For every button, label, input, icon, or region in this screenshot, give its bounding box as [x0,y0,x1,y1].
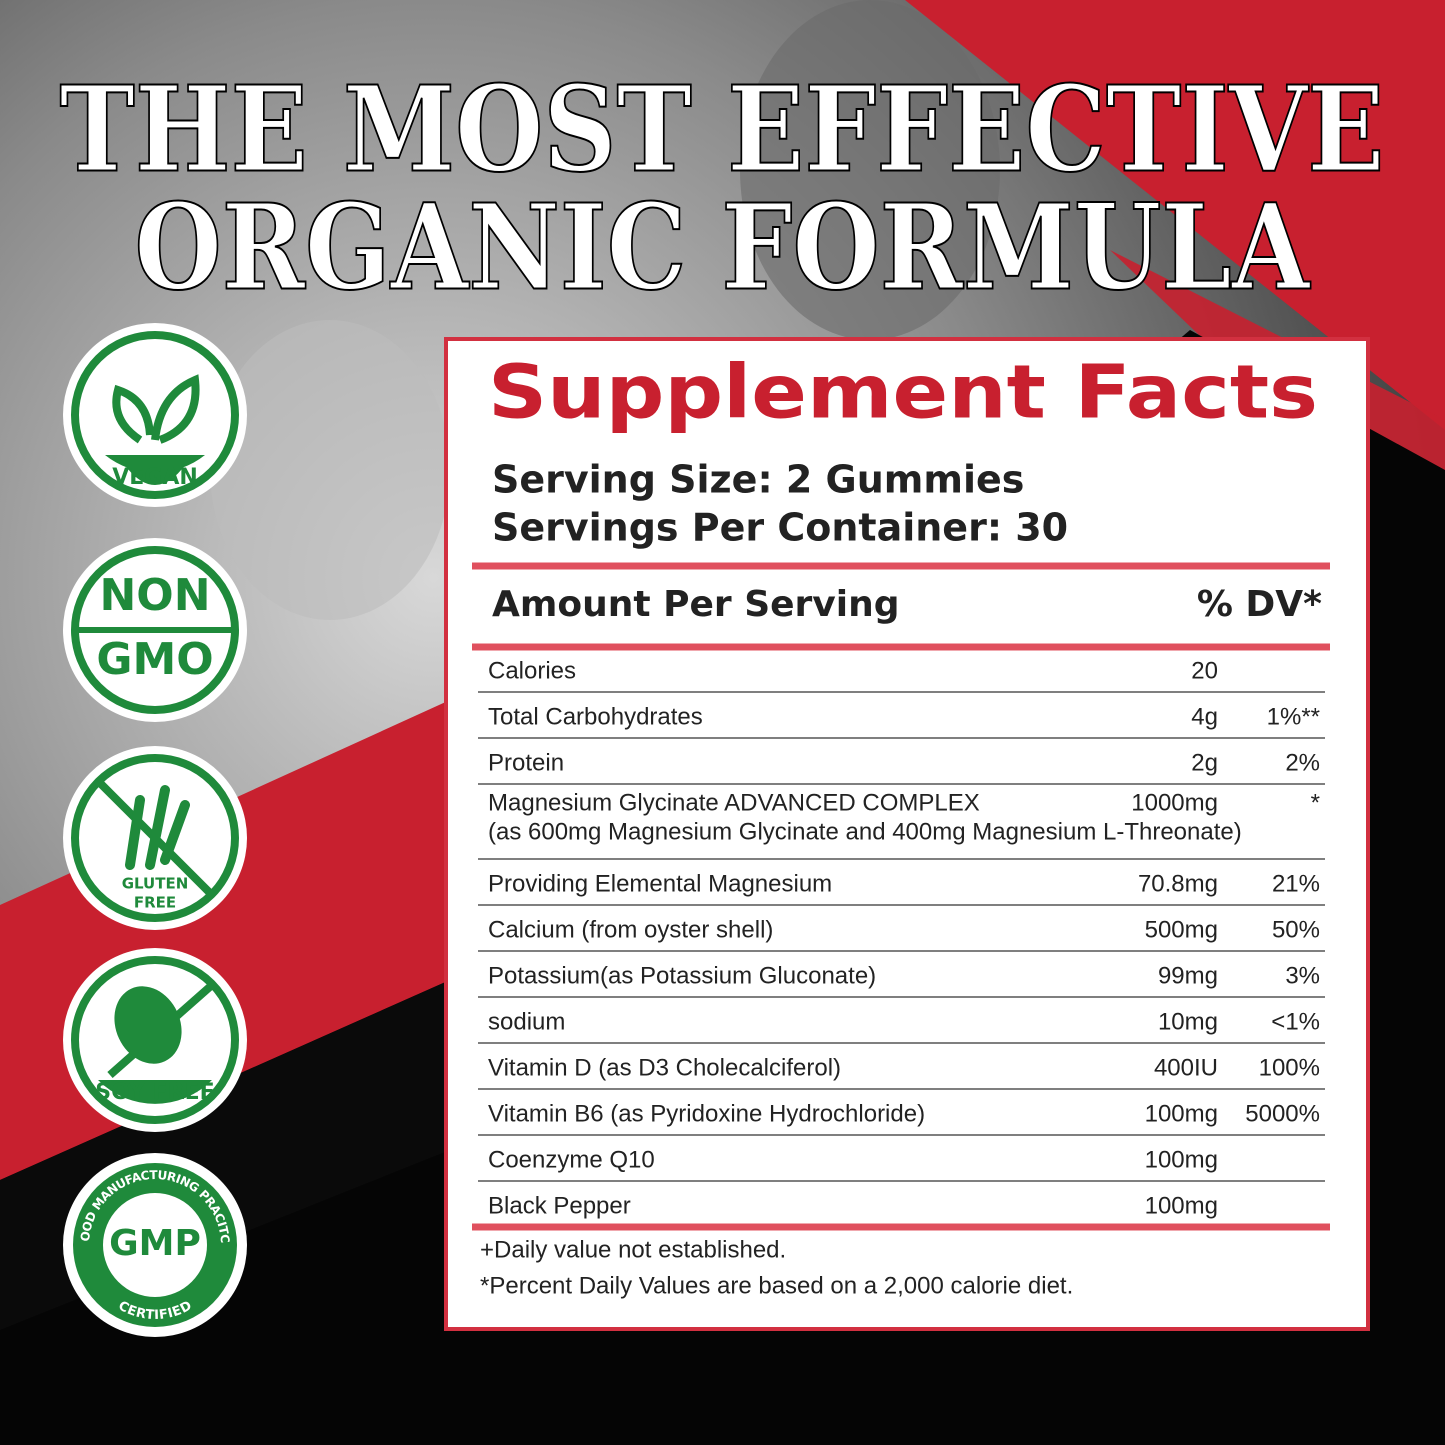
column-header: % DV* [1197,584,1322,625]
nutrient-note: (as 600mg Magnesium Glycinate and 400mg … [488,818,1242,845]
red-stripe [905,0,1445,430]
nutrient-amount: 400IU [1154,1054,1218,1081]
badge-vegan: VEGAN [63,323,247,507]
nutrient-amount: 100mg [1145,1146,1218,1173]
badge-label: SOY FREE [95,1080,214,1105]
badge-label: GLUTEN [122,875,189,893]
badge-label: NON [99,570,210,621]
person-blur [210,320,450,620]
nutrient-amount: 500mg [1145,916,1218,943]
headline: THE MOST EFFECTIVE [60,60,1385,199]
nutrient-name: Calcium (from oyster shell) [488,916,773,943]
person-blur [740,0,1000,340]
facts-rows: Calories 20 Total Carbohydrates 4g 1%** Prote… [478,657,1325,1219]
nutrient-name: Black Pepper [488,1192,631,1219]
nutrient-name: Vitamin D (as D3 Cholecalciferol) [488,1054,841,1081]
nutrient-amount: 1000mg [1131,789,1218,816]
servings-per-container: Servings Per Container: 30 [492,506,1068,550]
nutrient-name: Vitamin B6 (as Pyridoxine Hydrochloride) [488,1100,925,1127]
footnote: +Daily value not established. [480,1236,786,1263]
facts-panel [444,337,1370,1331]
badge-label: GMP [109,1223,201,1264]
facts-title: Supplement Facts [488,350,1318,436]
nutrient-name: Providing Elemental Magnesium [488,870,832,897]
nutrient-amount: 2g [1191,749,1218,776]
nutrient-amount: 10mg [1158,1008,1218,1035]
nutrient-amount: 70.8mg [1138,870,1218,897]
nutrient-amount: 4g [1191,703,1218,730]
nutrient-dv: <1% [1271,1008,1320,1035]
nutrient-name: Total Carbohydrates [488,703,703,730]
nutrient-dv: 5000% [1245,1100,1320,1127]
nutrient-dv: 1%** [1267,703,1320,730]
headline: ORGANIC FORMULA [135,178,1311,317]
nutrient-amount: 99mg [1158,962,1218,989]
nutrient-dv: 100% [1259,1054,1320,1081]
nutrient-dv: 3% [1285,962,1320,989]
nutrient-name: Potassium(as Potassium Gluconate) [488,962,876,989]
nutrient-name: Protein [488,749,564,776]
serving-size: Serving Size: 2 Gummies [492,458,1024,502]
nutrient-amount: 100mg [1145,1100,1218,1127]
badge-non-gmo: NON GMO [63,538,247,722]
nutrient-name: Magnesium Glycinate ADVANCED COMPLEX [488,789,980,816]
nutrient-dv: 50% [1272,916,1320,943]
badge-label: GMO [96,634,213,685]
nutrient-dv: 21% [1272,870,1320,897]
nutrient-dv: 2% [1285,749,1320,776]
footnote: *Percent Daily Values are based on a 2,0… [480,1272,1073,1299]
nutrient-amount: 20 [1191,657,1218,684]
nutrient-name: sodium [488,1008,565,1035]
badge-soy-free: SOY FREE [63,948,247,1132]
badge-gluten-free: GLUTEN FREE [63,746,247,930]
badge-label: FREE [134,894,176,912]
badge-label: VEGAN [112,465,198,490]
nutrient-name: Calories [488,657,576,684]
nutrient-dv: * [1311,789,1320,816]
nutrient-name: Coenzyme Q10 [488,1146,655,1173]
column-header: Amount Per Serving [492,584,900,625]
nutrient-amount: 100mg [1145,1192,1218,1219]
